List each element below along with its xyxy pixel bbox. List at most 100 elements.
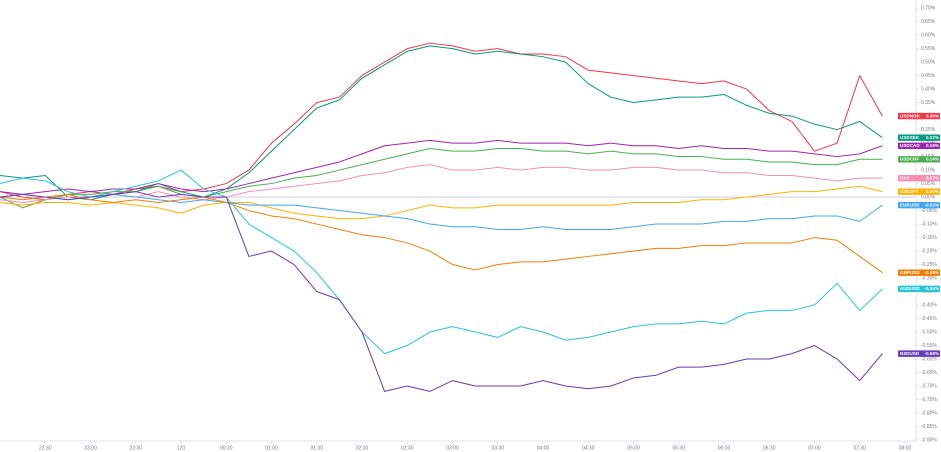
- series-end-tag: USDJPY 0.02%: [898, 188, 940, 195]
- y-tick-label: 0.25%: [921, 127, 936, 133]
- y-tick-label: -0.65%: [921, 370, 937, 376]
- series-end-label: 0.22%: [926, 135, 939, 140]
- tag-background: [898, 134, 940, 141]
- y-tick-label: -0.50%: [921, 329, 937, 335]
- y-tick-label: -0.85%: [921, 424, 937, 430]
- y-tick-label: -0.10%: [921, 221, 937, 227]
- series-end-tag: EURUSD -0.03%: [898, 201, 940, 209]
- series-end-tag: NZDUSD -0.58%: [898, 350, 940, 357]
- series-name: USDSEK: [900, 135, 920, 140]
- tag-background: [898, 201, 940, 209]
- x-tick-label: 03:00: [446, 445, 459, 451]
- series-end-label: 0.02%: [926, 189, 939, 194]
- series-end-tag: USDCAD 0.19%: [898, 142, 940, 149]
- tag-background: [898, 269, 940, 276]
- x-tick-label: 01:00: [265, 445, 278, 451]
- series-end-tag: USDCHF 0.14%: [898, 156, 940, 163]
- x-tick-label: 08:00: [899, 445, 912, 451]
- x-tick-label: 06:30: [763, 445, 776, 451]
- series-line: [0, 42, 883, 201]
- y-tick-label: 0.60%: [921, 32, 936, 38]
- series-name: USDJPY: [900, 189, 918, 194]
- series-line: [0, 191, 883, 392]
- y-tick-label: -0.60%: [921, 356, 937, 362]
- y-tick-label: -0.25%: [921, 262, 937, 268]
- x-tick-label: 22:30: [39, 445, 52, 451]
- series-name: DXY: [900, 175, 909, 180]
- series-line: [0, 193, 883, 274]
- series-end-tag: USDNOK 0.30%: [898, 112, 940, 120]
- y-tick-label: -0.45%: [921, 316, 937, 322]
- series-end-label: 0.07%: [926, 175, 939, 180]
- series-end-tag: USDSEK 0.22%: [898, 134, 940, 141]
- y-tick-label: 0.55%: [921, 46, 936, 52]
- x-tick-label: 07:30: [853, 445, 866, 451]
- series-line: [0, 169, 883, 355]
- series-end-label: 0.30%: [926, 113, 939, 118]
- series-end-label: -0.28%: [924, 270, 939, 275]
- x-tick-label: 03:30: [491, 445, 504, 451]
- x-tick-label: 04:30: [582, 445, 595, 451]
- tag-background: [898, 188, 940, 195]
- series-name: GBPUSD: [900, 270, 920, 275]
- series-line: [0, 139, 883, 195]
- y-tick-label: -0.55%: [921, 343, 937, 349]
- x-tick-label: 05:30: [672, 445, 685, 451]
- x-tick-label: 02:30: [401, 445, 414, 451]
- x-tick-label: 07:00: [808, 445, 821, 451]
- y-tick-label: -0.80%: [921, 410, 937, 416]
- series-name: NZDUSD: [900, 351, 920, 356]
- series-name: EURUSD: [900, 202, 920, 207]
- x-tick-label: 23:30: [129, 445, 142, 451]
- y-tick-label: 0.65%: [921, 19, 936, 25]
- series-end-label: -0.03%: [924, 202, 939, 207]
- x-tick-label: 02:00: [356, 445, 369, 451]
- series-line: [0, 193, 883, 230]
- tag-background: [898, 112, 940, 120]
- x-tick-label: 04:00: [537, 445, 550, 451]
- y-tick-label: -0.40%: [921, 302, 937, 308]
- series-name: AUDUSD: [900, 286, 920, 291]
- series-name: USDNOK: [900, 113, 921, 118]
- y-tick-label: 0.70%: [921, 5, 936, 11]
- series-line: [0, 185, 883, 220]
- series-end-label: -0.58%: [924, 351, 939, 356]
- y-tick-label: 0.00%: [921, 194, 936, 200]
- y-tick-label: -0.05%: [921, 208, 937, 214]
- y-tick-label: -0.20%: [921, 248, 937, 254]
- tag-background: [898, 350, 940, 357]
- y-tick-label: 0.05%: [921, 181, 936, 187]
- series-end-tag: DXY 0.07%: [898, 174, 940, 182]
- y-tick-label: -0.70%: [921, 383, 937, 389]
- tag-background: [898, 156, 940, 163]
- y-tick-label: -0.15%: [921, 235, 937, 241]
- series-name: USDCHF: [900, 156, 919, 161]
- series-name: USDCAD: [900, 143, 920, 148]
- x-tick-label: 05:00: [627, 445, 640, 451]
- series-end-label: 0.14%: [926, 156, 939, 161]
- y-tick-label: -0.90%: [921, 437, 937, 443]
- x-tick-label: 06:00: [718, 445, 731, 451]
- y-tick-label: -0.30%: [921, 275, 937, 281]
- y-tick-label: -0.75%: [921, 397, 937, 403]
- x-tick-label: 01:30: [310, 445, 323, 451]
- series-end-label: 0.19%: [926, 143, 939, 148]
- tag-background: [898, 285, 940, 293]
- series-end-label: -0.34%: [924, 286, 939, 291]
- x-tick-label: 23:00: [84, 445, 97, 451]
- y-tick-label: 0.10%: [921, 167, 936, 173]
- x-tick-label: 120: [177, 445, 186, 451]
- series-line: [0, 147, 883, 209]
- series-end-tag: GBPUSD -0.28%: [898, 269, 940, 276]
- x-tick-label: 00:30: [220, 445, 233, 451]
- y-tick-label: 0.45%: [921, 73, 936, 79]
- tag-background: [898, 142, 940, 149]
- y-tick-label: 0.50%: [921, 59, 936, 65]
- tag-background: [898, 174, 940, 182]
- series-line: [0, 45, 883, 201]
- y-tick-label: 0.35%: [921, 100, 936, 106]
- series-end-tag: AUDUSD -0.34%: [898, 285, 940, 293]
- y-tick-label: 0.40%: [921, 86, 936, 92]
